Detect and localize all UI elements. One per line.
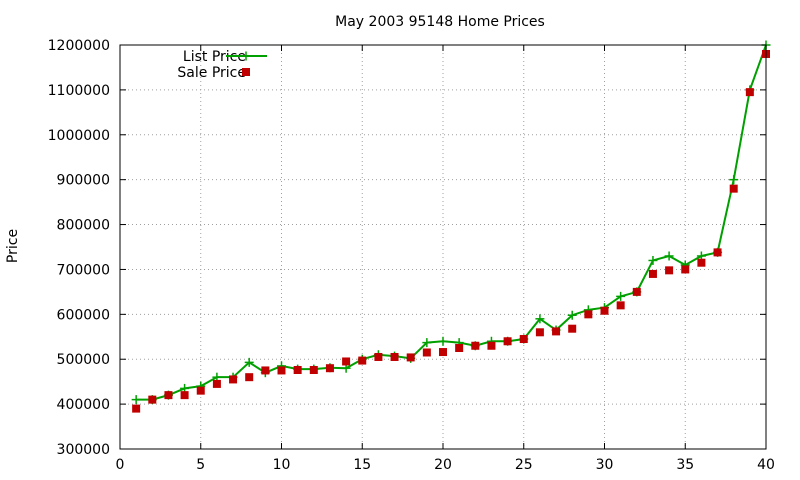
sale-price-point — [390, 352, 399, 361]
y-axis-label: Price — [5, 229, 21, 263]
sale-price-point — [600, 306, 609, 315]
list-price-point — [567, 310, 577, 320]
grid-lines — [120, 45, 766, 449]
sale-price-point — [632, 287, 641, 296]
list-price-line — [136, 44, 767, 401]
legend-square-swatch — [242, 68, 250, 76]
sale-price-point — [245, 373, 254, 382]
y-tick-label: 700000 — [57, 262, 110, 278]
y-axis-ticks: 300000 400000 500000 600000 700000 800000 9000… — [48, 38, 766, 458]
chart-title: May 2003 95148 Home Prices — [335, 14, 545, 30]
x-tick-label: 35 — [676, 457, 694, 473]
x-axis-ticks: 0 5 10 15 20 25 30 35 40 — [116, 45, 775, 473]
sale-price-point — [309, 365, 318, 374]
series-layer — [131, 40, 771, 413]
x-tick-label: 10 — [273, 457, 291, 473]
list-price-point — [422, 338, 432, 348]
sale-price-point — [503, 337, 512, 346]
sale-price-point — [681, 265, 690, 274]
sale-price-point — [132, 404, 141, 413]
sale-price-point — [261, 366, 270, 375]
sale-price-point — [665, 266, 674, 275]
sale-price-point — [455, 344, 464, 352]
list-price-point — [131, 395, 141, 405]
sale-price-point — [148, 395, 157, 404]
y-tick-label: 1200000 — [48, 38, 110, 54]
sale-price-point — [325, 364, 334, 373]
sale-price-point — [471, 341, 480, 350]
sale-price-point — [519, 335, 528, 344]
sale-price-point — [277, 366, 286, 375]
x-tick-label: 30 — [596, 457, 614, 473]
list-price-point — [664, 251, 674, 261]
sale-price-point — [535, 328, 544, 337]
y-tick-label: 500000 — [57, 352, 110, 368]
plot-frame — [119, 44, 767, 450]
sale-price-point — [180, 391, 189, 400]
y-tick-label: 400000 — [57, 397, 110, 413]
list-price-point — [438, 336, 448, 346]
sale-price-point — [342, 357, 351, 366]
list-price-point — [244, 357, 254, 367]
sale-price-point — [729, 184, 738, 193]
sale-price-point — [358, 356, 367, 365]
sale-price-point — [293, 365, 302, 374]
sale-price-point — [616, 301, 625, 310]
sale-price-point — [439, 348, 447, 357]
x-tick-label: 20 — [434, 457, 452, 473]
legend-label: Sale Price — [177, 65, 246, 81]
sale-price-point — [229, 375, 238, 384]
x-tick-label: 40 — [757, 457, 775, 473]
sale-price-point — [164, 391, 173, 400]
y-tick-label: 600000 — [57, 307, 110, 323]
y-tick-label: 1100000 — [48, 83, 110, 99]
sale-price-point — [212, 379, 221, 388]
sale-price-point — [568, 324, 577, 333]
x-tick-label: 25 — [515, 457, 533, 473]
sale-price-point — [422, 348, 431, 357]
legend-label: List Price — [183, 49, 246, 65]
y-tick-label: 300000 — [57, 442, 110, 458]
legend-cross-swatch — [241, 51, 251, 61]
y-tick-label: 900000 — [57, 173, 110, 189]
list-price-point — [729, 175, 739, 185]
list-price-point — [648, 255, 658, 265]
sale-price-point — [196, 386, 205, 395]
sale-price-point — [745, 88, 754, 97]
sale-price-point — [697, 258, 706, 267]
x-tick-label: 15 — [353, 457, 371, 473]
sale-price-point — [487, 341, 496, 350]
y-tick-label: 800000 — [57, 218, 110, 234]
list-price-point — [535, 314, 545, 324]
series-sale-price — [132, 49, 770, 413]
x-tick-label: 5 — [196, 457, 205, 473]
list-price-point — [616, 291, 626, 301]
sale-price-point — [713, 248, 722, 257]
x-tick-label: 0 — [116, 457, 125, 473]
sale-price-point — [584, 310, 593, 319]
y-tick-label: 1000000 — [48, 128, 110, 144]
sale-price-point — [648, 269, 657, 278]
sale-price-point — [552, 327, 561, 336]
sale-price-point — [374, 352, 383, 361]
sale-price-point — [406, 353, 415, 362]
series-list-price — [131, 40, 771, 405]
